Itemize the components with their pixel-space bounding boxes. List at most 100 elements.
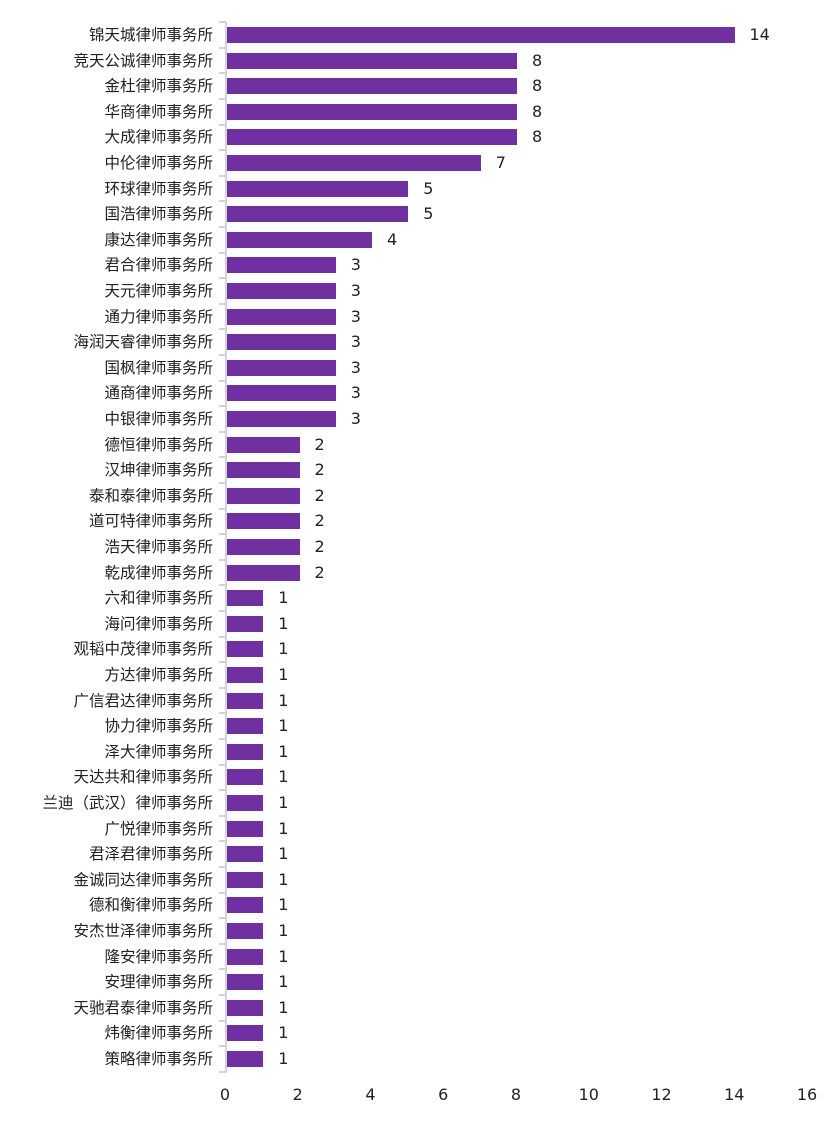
value-label: 1 [278,997,289,1017]
value-label: 5 [423,178,434,198]
y-axis-tick [219,686,226,689]
y-axis-tick [219,533,226,536]
category-label: 华商律师事务所 [104,102,213,121]
y-axis-tick [219,354,226,356]
y-axis-tick [219,379,226,382]
category-label: 天元律师事务所 [104,282,213,300]
category-label: 天驰君泰律师事务所 [73,998,213,1017]
value-label: 1 [278,690,289,710]
category-label: 锦天城律师事务所 [88,26,213,44]
value-label: 3 [350,383,361,403]
value-label: 1 [278,716,289,736]
y-axis-tick [219,200,226,203]
category-label: 广悦律师事务所 [104,819,213,838]
category-label: 六和律师事务所 [104,589,213,608]
value-label: 1 [278,844,289,864]
bar [227,462,300,479]
category-label: 炜衡律师事务所 [104,1024,213,1043]
y-axis-tick [219,840,226,843]
y-axis-tick [219,1070,226,1073]
category-label: 安理律师事务所 [104,973,213,992]
category-label: 策略律师事务所 [104,1050,213,1068]
bar [227,948,264,965]
y-axis-tick [219,866,226,868]
value-label: 1 [278,869,289,889]
y-axis-tick [219,226,226,228]
y-axis-tick [219,482,226,484]
bar [227,206,409,223]
bar [227,334,336,351]
y-axis-tick [219,635,226,638]
bar [227,743,264,760]
value-label: 1 [278,946,289,966]
y-axis-tick [219,814,226,817]
y-axis-tick [219,405,226,408]
bar [227,411,336,427]
bar [227,129,517,146]
category-label: 道可特律师事务所 [88,512,213,531]
category-label: 方达律师事务所 [104,666,213,684]
value-label: 1 [278,613,289,633]
y-axis-tick [219,456,226,459]
category-label: 德和衡律师事务所 [88,896,213,915]
bar [227,308,336,325]
category-label: 君泽君律师事务所 [88,845,213,864]
category-label: 康达律师事务所 [104,230,213,249]
y-axis-tick [219,968,226,971]
y-axis-tick [219,174,226,177]
category-label: 天达共和律师事务所 [73,768,213,787]
y-axis-tick [219,891,226,894]
y-axis-tick [219,712,226,715]
bar [227,103,517,120]
bar [227,564,300,581]
x-tick-label: 14 [724,1085,745,1104]
bar [227,974,264,991]
value-label: 2 [314,562,325,582]
bar [227,539,300,555]
y-axis-tick [219,251,226,254]
value-label: 3 [350,281,361,300]
bar [227,27,735,43]
value-label: 3 [350,332,361,352]
category-label: 安杰世泽律师事务所 [73,922,213,940]
bar [227,897,264,914]
y-axis-tick [219,994,226,996]
y-axis-tick [219,558,226,561]
x-tick-label: 6 [438,1085,449,1104]
category-label: 通商律师事务所 [104,384,213,403]
bar [227,436,300,453]
bar [227,180,409,197]
y-axis-tick [219,584,226,587]
value-label: 8 [532,76,543,96]
value-label: 7 [495,153,506,172]
bar [227,846,264,863]
bar [227,692,264,709]
category-label: 德恒律师事务所 [104,435,213,454]
y-axis-tick [219,610,226,612]
bar [227,1025,264,1042]
bar [227,769,264,786]
value-label: 8 [532,127,543,147]
bar [227,155,481,171]
category-label: 观韬中茂律师事务所 [73,640,213,659]
value-label: 1 [278,741,289,761]
y-axis-tick [219,72,226,75]
value-label: 1 [278,895,289,915]
bar [227,641,264,658]
value-label: 3 [350,357,361,377]
x-tick-label: 16 [796,1085,818,1104]
bar [227,871,264,888]
category-label: 竞天公诚律师事务所 [73,51,213,70]
y-axis-tick [219,917,226,920]
y-axis-tick [219,789,226,792]
category-label: 泽大律师事务所 [104,742,213,761]
bar [227,667,264,683]
value-label: 1 [278,665,289,684]
category-label: 国枫律师事务所 [104,358,213,377]
value-label: 1 [278,793,289,812]
bar [227,231,372,248]
y-axis-tick [219,328,226,331]
y-axis-tick [219,302,226,305]
category-label: 环球律师事务所 [104,179,213,198]
